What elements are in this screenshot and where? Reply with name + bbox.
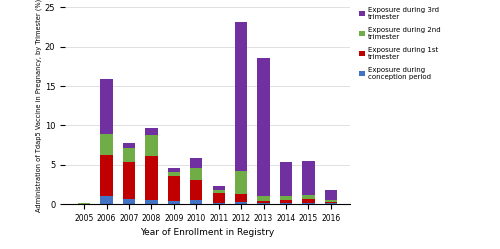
Bar bbox=[100, 196, 112, 204]
Bar bbox=[258, 58, 270, 195]
Bar bbox=[280, 200, 292, 203]
Bar bbox=[258, 201, 270, 203]
Bar bbox=[235, 171, 248, 193]
Bar bbox=[123, 148, 135, 162]
Bar bbox=[168, 168, 180, 172]
Bar bbox=[324, 190, 337, 200]
Bar bbox=[123, 162, 135, 199]
Bar bbox=[146, 128, 158, 134]
Bar bbox=[235, 22, 248, 171]
Bar bbox=[212, 190, 225, 193]
Bar bbox=[168, 172, 180, 176]
Bar bbox=[190, 158, 202, 168]
Bar bbox=[212, 193, 225, 203]
Bar bbox=[302, 161, 314, 195]
Bar bbox=[168, 176, 180, 201]
X-axis label: Year of Enrollment in Registry: Year of Enrollment in Registry bbox=[140, 229, 274, 238]
Bar bbox=[190, 180, 202, 200]
Bar bbox=[235, 202, 248, 204]
Bar bbox=[100, 134, 112, 155]
Bar bbox=[146, 134, 158, 156]
Y-axis label: Administration of Tdap5 Vaccine in Pregnancy, by Trimester (%): Administration of Tdap5 Vaccine in Pregn… bbox=[36, 0, 42, 212]
Bar bbox=[324, 200, 337, 202]
Legend: Exposure during 3rd
trimester, Exposure during 2nd
trimester, Exposure during 1s: Exposure during 3rd trimester, Exposure … bbox=[359, 7, 440, 80]
Bar bbox=[100, 155, 112, 196]
Bar bbox=[212, 186, 225, 190]
Bar bbox=[146, 156, 158, 200]
Bar bbox=[123, 143, 135, 148]
Bar bbox=[280, 203, 292, 204]
Bar bbox=[146, 200, 158, 204]
Bar bbox=[302, 203, 314, 204]
Bar bbox=[302, 195, 314, 199]
Bar bbox=[280, 196, 292, 200]
Bar bbox=[258, 203, 270, 204]
Bar bbox=[190, 200, 202, 204]
Bar bbox=[212, 203, 225, 204]
Bar bbox=[324, 203, 337, 204]
Bar bbox=[280, 162, 292, 196]
Bar bbox=[100, 79, 112, 134]
Bar bbox=[123, 199, 135, 204]
Bar bbox=[190, 168, 202, 180]
Bar bbox=[78, 203, 90, 204]
Bar bbox=[168, 201, 180, 204]
Bar bbox=[302, 199, 314, 203]
Bar bbox=[324, 202, 337, 203]
Bar bbox=[235, 193, 248, 202]
Bar bbox=[258, 195, 270, 201]
